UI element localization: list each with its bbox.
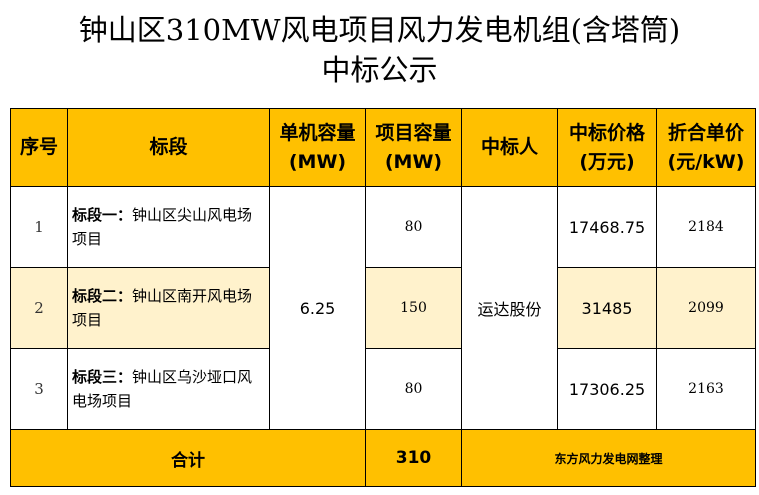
segment-label: 标段二： bbox=[72, 287, 133, 305]
row-index: 2 bbox=[10, 267, 68, 349]
row-index: 3 bbox=[10, 348, 68, 430]
header-bid-price: 中标价格(万元) bbox=[557, 108, 657, 187]
row-unit-price: 2163 bbox=[656, 348, 756, 430]
total-project-capacity: 310 bbox=[365, 429, 462, 487]
table-row: 1 标段一：钟山区尖山风电场项目 6.25 80 运达股份 17468.75 2… bbox=[10, 186, 756, 430]
row-bid-price: 17306.25 bbox=[557, 348, 657, 430]
shared-unit-capacity: 6.25 bbox=[269, 186, 366, 430]
segment-name: 钟山区乌沙垭口风电场项目 bbox=[72, 368, 253, 410]
shared-winner: 运达股份 bbox=[461, 186, 558, 430]
row-segment: 标段三：钟山区乌沙垭口风电场项目 bbox=[67, 348, 270, 430]
page-title: 钟山区310MW风电项目风力发电机组(含塔筒) 中标公示 bbox=[0, 0, 759, 105]
segment-label: 标段三： bbox=[72, 368, 133, 386]
row-segment: 标段二：钟山区南开风电场项目 bbox=[67, 267, 270, 349]
header-unit-price: 折合单价(元/kW) bbox=[656, 108, 756, 187]
table-header-row: 序号 标段 单机容量(MW) 项目容量(MW) 中标人 中标价格(万元) 折合单… bbox=[10, 108, 756, 187]
row-bid-price: 31485 bbox=[557, 267, 657, 349]
row-project-capacity: 80 bbox=[365, 348, 462, 430]
title-line-1: 钟山区310MW风电项目风力发电机组(含塔筒) bbox=[78, 13, 681, 47]
row-unit-price: 2099 bbox=[656, 267, 756, 349]
segment-name: 钟山区南开风电场项目 bbox=[72, 287, 253, 329]
header-project-capacity: 项目容量(MW) bbox=[365, 108, 462, 187]
table-row: 2 标段二：钟山区南开风电场项目 150 31485 2099 bbox=[10, 267, 756, 349]
table-total-row: 合计 310 东方风力发电网整理 bbox=[10, 429, 756, 487]
row-index: 1 bbox=[10, 186, 68, 268]
header-unit-capacity: 单机容量(MW) bbox=[269, 108, 366, 187]
segment-label: 标段一： bbox=[72, 206, 133, 224]
row-project-capacity: 150 bbox=[365, 267, 462, 349]
header-segment: 标段 bbox=[67, 108, 270, 187]
bid-result-table: 序号 标段 单机容量(MW) 项目容量(MW) 中标人 中标价格(万元) 折合单… bbox=[10, 108, 756, 487]
source-note: 东方风力发电网整理 bbox=[461, 429, 756, 487]
header-winner: 中标人 bbox=[461, 108, 558, 187]
table-row: 3 标段三：钟山区乌沙垭口风电场项目 80 17306.25 2163 bbox=[10, 348, 756, 430]
header-index: 序号 bbox=[10, 108, 68, 187]
row-project-capacity: 80 bbox=[365, 186, 462, 268]
title-line-2: 中标公示 bbox=[321, 53, 438, 87]
row-segment: 标段一：钟山区尖山风电场项目 bbox=[67, 186, 270, 268]
total-label: 合计 bbox=[10, 429, 366, 487]
row-unit-price: 2184 bbox=[656, 186, 756, 268]
row-bid-price: 17468.75 bbox=[557, 186, 657, 268]
segment-name: 钟山区尖山风电场项目 bbox=[72, 206, 253, 248]
